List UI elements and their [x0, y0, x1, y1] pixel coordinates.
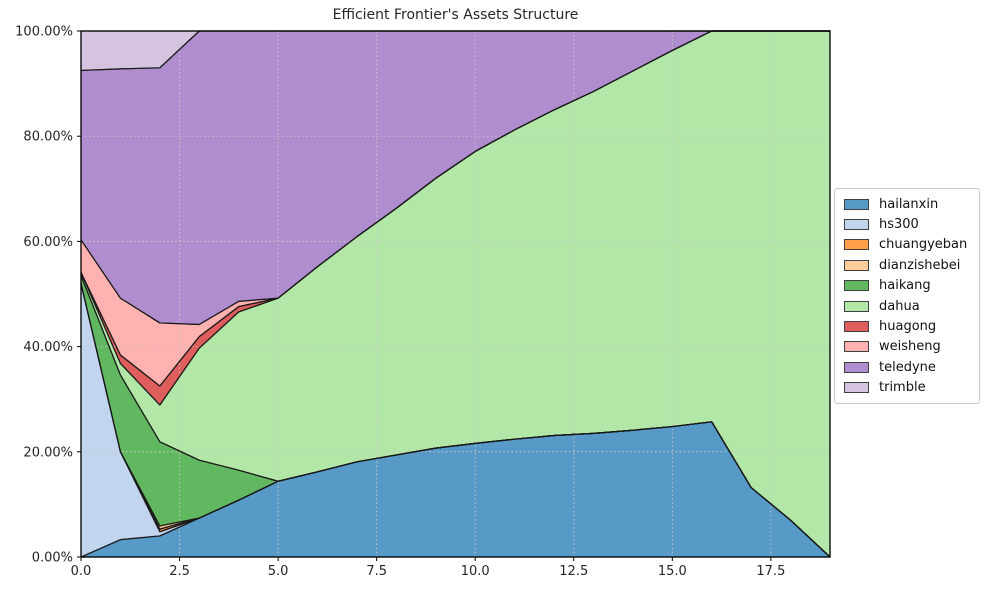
legend-item-trimble: trimble	[844, 378, 970, 398]
y-tick-label: 0.00%	[32, 551, 73, 566]
x-tick-label: 7.5	[366, 564, 387, 579]
legend-swatch-teledyne	[844, 361, 869, 373]
area-teledyne	[81, 31, 830, 325]
y-tick-label: 80.00%	[23, 130, 73, 145]
legend-label: haikang	[879, 278, 931, 294]
legend-swatch-fill	[845, 342, 868, 352]
legend-label: hs300	[879, 217, 919, 233]
area-dahua	[81, 31, 830, 557]
legend-swatch-chuangyeban	[844, 239, 869, 251]
legend-swatch-fill	[845, 260, 868, 270]
legend-swatch-weisheng	[844, 341, 869, 353]
y-tick-label: 40.00%	[23, 340, 73, 355]
legend-swatch-fill	[845, 301, 868, 311]
x-tick-label: 2.5	[169, 564, 190, 579]
legend-item-haikang: haikang	[844, 276, 970, 296]
y-tick-label: 60.00%	[23, 235, 73, 250]
legend: hailanxin hs300 chuangyeban dianzishebei hai…	[834, 188, 980, 404]
legend-item-huagong: huagong	[844, 317, 970, 337]
legend-swatch-fill	[845, 281, 868, 291]
x-tick-label: 15.0	[658, 564, 687, 579]
legend-label: dianzishebei	[879, 257, 961, 273]
legend-label: teledyne	[879, 359, 936, 375]
x-tick-label: 5.0	[268, 564, 289, 579]
legend-swatch-hailanxin	[844, 198, 869, 210]
legend-label: huagong	[879, 319, 937, 335]
legend-swatch-dahua	[844, 300, 869, 312]
x-tick-label: 10.0	[461, 564, 490, 579]
legend-swatch-fill	[845, 199, 868, 209]
legend-item-chuangyeban: chuangyeban	[844, 235, 970, 255]
legend-swatch-dianzishebei	[844, 259, 869, 271]
legend-label: hailanxin	[879, 196, 939, 212]
legend-item-hailanxin: hailanxin	[844, 194, 970, 214]
x-tick-label: 17.5	[756, 564, 785, 579]
legend-item-dianzishebei: dianzishebei	[844, 255, 970, 275]
area-trimble	[81, 31, 830, 71]
legend-swatch-haikang	[844, 280, 869, 292]
y-tick-label: 100.00%	[15, 25, 73, 40]
area-hs300	[81, 283, 830, 557]
legend-swatch-fill	[845, 322, 868, 332]
y-tick-label: 20.00%	[23, 445, 73, 460]
legend-item-weisheng: weisheng	[844, 337, 970, 357]
legend-swatch-huagong	[844, 321, 869, 333]
legend-swatch-hs300	[844, 219, 869, 231]
legend-label: dahua	[879, 298, 920, 314]
legend-swatch-trimble	[844, 382, 869, 394]
legend-swatch-fill	[845, 383, 868, 393]
legend-swatch-fill	[845, 220, 868, 230]
legend-label: chuangyeban	[879, 237, 968, 253]
legend-swatch-fill	[845, 362, 868, 372]
axes-frame	[80, 30, 831, 558]
legend-item-dahua: dahua	[844, 296, 970, 316]
legend-swatch-fill	[845, 240, 868, 250]
x-tick-label: 0.0	[71, 564, 92, 579]
legend-item-teledyne: teledyne	[844, 357, 970, 377]
legend-label: trimble	[879, 380, 926, 396]
area-weisheng	[81, 31, 830, 387]
chart-title: Efficient Frontier's Assets Structure	[332, 7, 579, 23]
legend-label: weisheng	[879, 339, 941, 355]
x-tick-label: 12.5	[559, 564, 588, 579]
legend-item-hs300: hs300	[844, 215, 970, 235]
area-hailanxin	[81, 421, 830, 557]
